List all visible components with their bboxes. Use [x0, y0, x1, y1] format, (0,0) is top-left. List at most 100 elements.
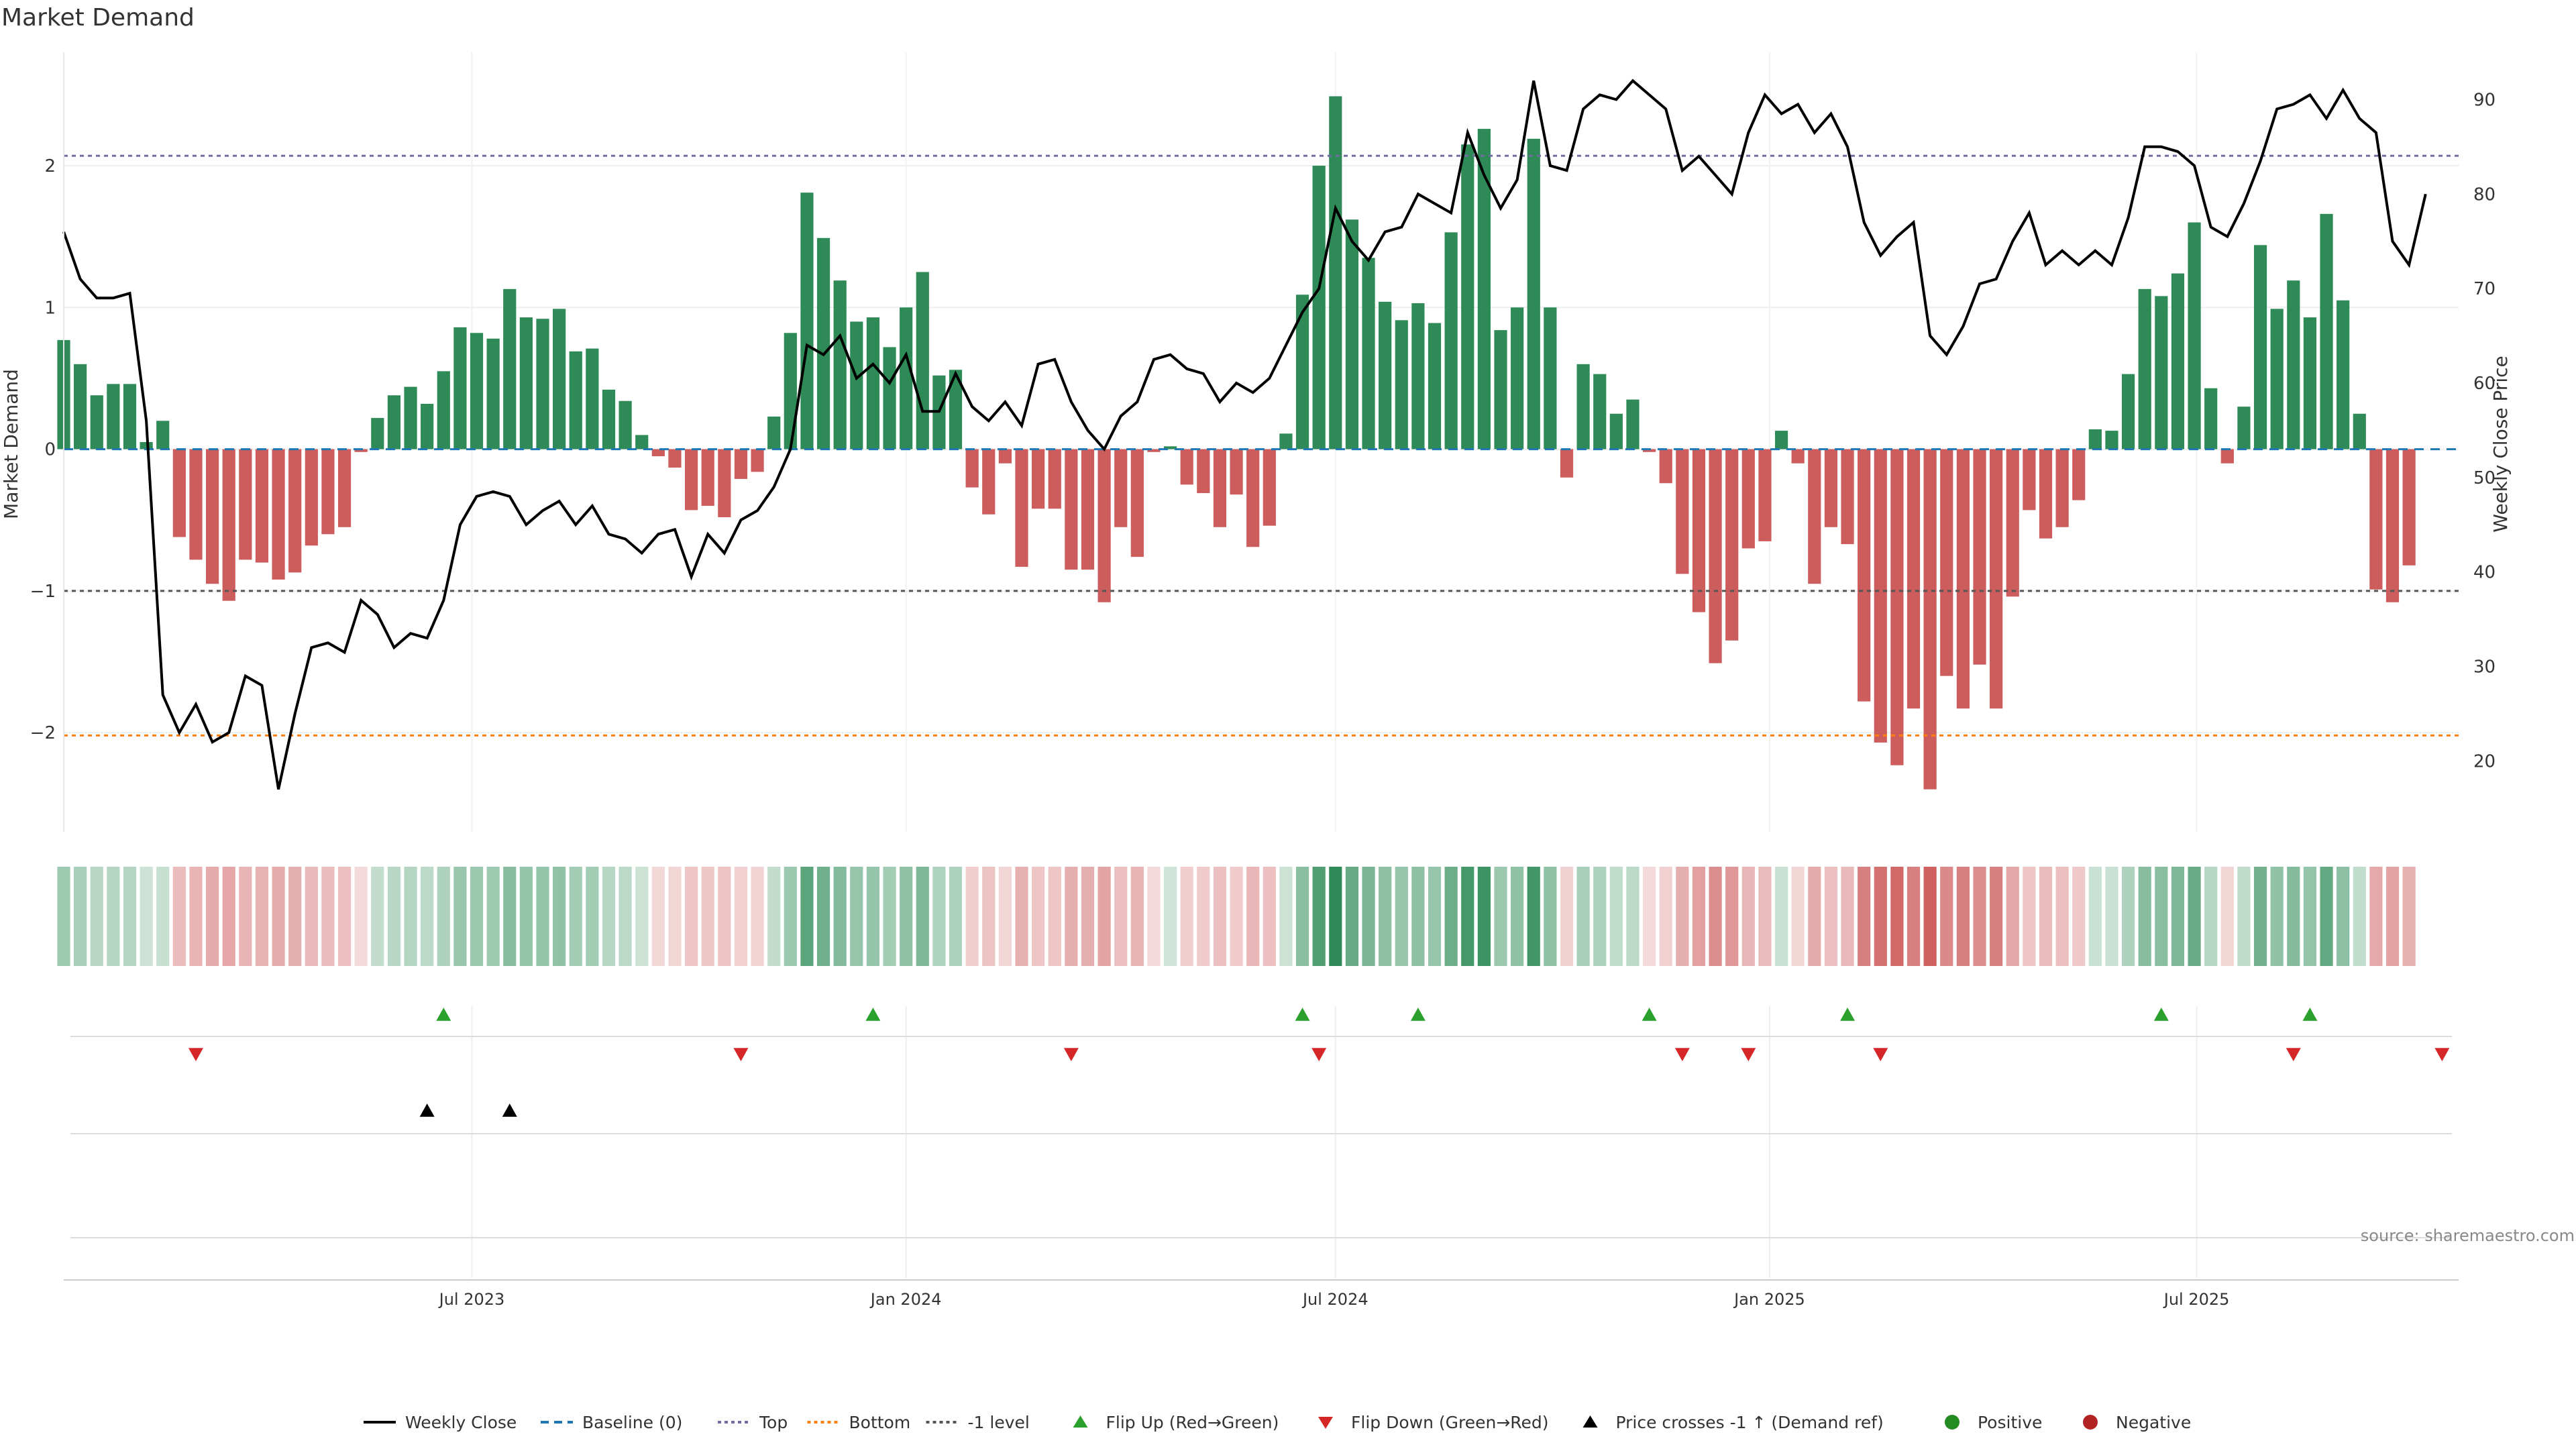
positive-bar — [156, 421, 170, 449]
heat-cell-negative — [1130, 867, 1144, 966]
legend-swatch — [1582, 1415, 1598, 1428]
heat-cell-negative — [1213, 867, 1227, 966]
y-tick-label: −1 — [30, 582, 56, 602]
heat-cell-positive — [2287, 867, 2300, 966]
heat-cell-positive — [553, 867, 566, 966]
positive-bar — [833, 280, 847, 449]
flip-down-marker — [1311, 1048, 1327, 1061]
positive-bar — [1461, 144, 1474, 449]
positive-bar — [586, 348, 599, 449]
heat-cell-positive — [1461, 867, 1474, 966]
negative-bar — [272, 449, 285, 580]
positive-bar — [2253, 245, 2267, 449]
positive-bar — [1774, 431, 1788, 449]
heat-cell-negative — [1659, 867, 1672, 966]
positive-bar — [1395, 320, 1408, 449]
positive-bar — [1428, 323, 1442, 449]
heat-cell-positive — [784, 867, 797, 966]
heat-cell-positive — [107, 867, 120, 966]
heat-cell-negative — [1180, 867, 1193, 966]
heat-cell-positive — [74, 867, 87, 966]
positive-bar — [784, 333, 797, 449]
negative-bar — [751, 449, 764, 472]
y2-tick-label: 80 — [2473, 184, 2496, 205]
heat-cell-negative — [1858, 867, 1871, 966]
positive-bar — [1544, 307, 1557, 449]
flip-up-marker — [1840, 1008, 1856, 1021]
heat-cell-positive — [387, 867, 401, 966]
positive-bar — [2155, 296, 2168, 449]
positive-bar — [1477, 129, 1491, 449]
positive-bar — [1576, 364, 1590, 449]
legend-item: Bottom — [807, 1413, 910, 1432]
heat-cell-positive — [569, 867, 582, 966]
heat-cell-positive — [635, 867, 649, 966]
positive-bar — [486, 338, 500, 449]
positive-bar — [900, 307, 913, 449]
positive-bar — [453, 327, 467, 449]
positive-bar — [1411, 303, 1425, 449]
negative-bar — [321, 449, 335, 535]
negative-bar — [2220, 449, 2234, 464]
x-tick-label: Jul 2025 — [2163, 1290, 2230, 1309]
heat-cell-negative — [1263, 867, 1276, 966]
positive-bar — [387, 395, 401, 449]
heat-cell-negative — [1874, 867, 1887, 966]
positive-bar — [635, 435, 649, 449]
legend-item: Flip Up (Red→Green) — [1073, 1413, 1279, 1432]
heat-cell-negative — [1907, 867, 1921, 966]
x-tick-label: Jan 2025 — [1733, 1290, 1805, 1309]
positive-bar — [2303, 317, 2317, 449]
negative-bar — [1824, 449, 1838, 527]
y-tick-label: −2 — [30, 723, 56, 743]
heat-cell-positive — [2303, 867, 2317, 966]
positive-bar — [2204, 388, 2218, 449]
positive-bar — [371, 418, 384, 449]
negative-bar — [1676, 449, 1689, 574]
positive-bar — [2237, 407, 2251, 449]
heat-cell-negative — [1990, 867, 2003, 966]
weekly-close-line — [62, 78, 2427, 790]
negative-bar — [205, 449, 219, 584]
heat-cell-negative — [982, 867, 996, 966]
negative-bar — [1659, 449, 1672, 484]
heat-cell-positive — [2155, 867, 2168, 966]
negative-bar — [1642, 449, 1656, 452]
positive-bar — [2188, 222, 2201, 449]
negative-bar — [305, 449, 318, 546]
heat-cell-positive — [57, 867, 70, 966]
flip-down-marker — [1674, 1048, 1690, 1061]
legend-label: Weekly Close — [405, 1413, 517, 1432]
heat-cell-positive — [1774, 867, 1788, 966]
positive-bar — [1163, 446, 1177, 449]
positive-bar — [2320, 213, 2333, 449]
heat-cell-negative — [751, 867, 764, 966]
heat-cell-negative — [651, 867, 665, 966]
positive-bar — [2088, 429, 2102, 449]
demand-bars — [57, 96, 2459, 790]
heat-cell-negative — [305, 867, 318, 966]
heat-cell-positive — [932, 867, 946, 966]
negative-bar — [684, 449, 698, 511]
positive-bar — [2121, 374, 2135, 449]
heat-cell-positive — [421, 867, 434, 966]
heat-cell-positive — [1345, 867, 1359, 966]
heat-cell-negative — [288, 867, 302, 966]
heat-cell-negative — [2385, 867, 2400, 966]
negative-bar — [1048, 449, 1061, 509]
positive-bar — [949, 370, 963, 449]
x-tick-label: Jan 2024 — [869, 1290, 942, 1309]
heat-cell-negative — [272, 867, 285, 966]
negative-bar — [2006, 449, 2019, 597]
heat-cell-positive — [2171, 867, 2185, 966]
y2-tick-label: 60 — [2473, 374, 2496, 394]
negative-bar — [222, 449, 235, 601]
positive-bar — [1312, 166, 1326, 449]
negative-bar — [1114, 449, 1128, 527]
negative-bar — [1725, 449, 1739, 641]
positive-bar — [850, 321, 863, 449]
heat-cell-positive — [404, 867, 417, 966]
legend-swatch — [1073, 1415, 1088, 1428]
heat-cell-positive — [140, 867, 153, 966]
